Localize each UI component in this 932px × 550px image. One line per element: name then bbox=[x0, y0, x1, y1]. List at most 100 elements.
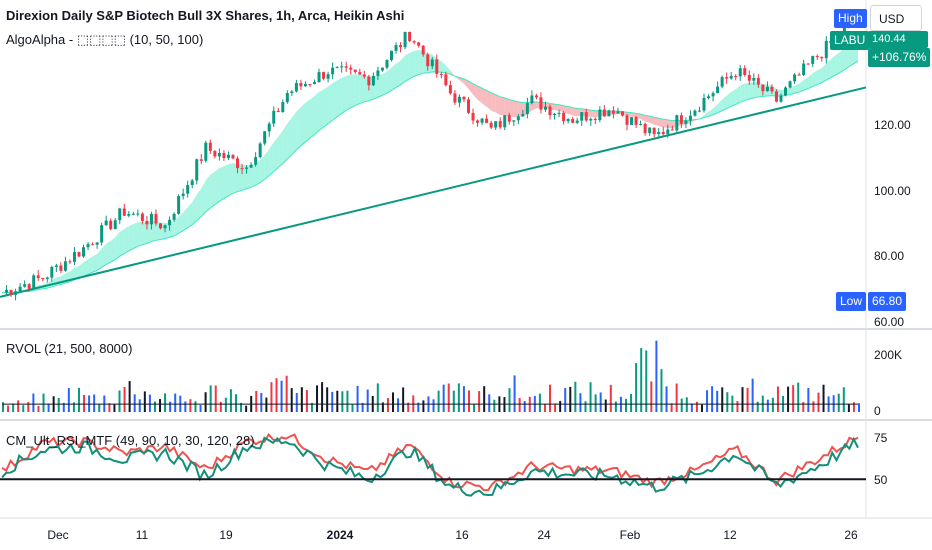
candle-body bbox=[249, 164, 253, 168]
ribbon-segment bbox=[251, 163, 256, 188]
ribbon-segment bbox=[242, 164, 247, 191]
rvol-bar bbox=[543, 404, 546, 412]
ribbon-segment bbox=[128, 224, 134, 251]
candle-body bbox=[462, 96, 466, 100]
candle-body bbox=[245, 167, 249, 169]
ribbon-segment bbox=[463, 78, 469, 89]
rvol-bars bbox=[2, 340, 860, 412]
rvol-bar bbox=[675, 383, 678, 412]
ribbon-segment bbox=[803, 77, 809, 91]
rvol-bar bbox=[771, 397, 774, 412]
rvol-bar bbox=[37, 405, 40, 412]
ribbon-segment bbox=[101, 243, 107, 268]
candle-body bbox=[566, 118, 570, 122]
candle-body bbox=[45, 277, 49, 279]
candle-body bbox=[403, 32, 407, 48]
rvol-bar bbox=[32, 393, 35, 412]
candle-body bbox=[711, 93, 715, 97]
ribbon-segment bbox=[740, 83, 745, 103]
ribbon-segment bbox=[106, 240, 111, 265]
rvol-bar bbox=[478, 391, 481, 412]
candle-body bbox=[226, 154, 230, 159]
ribbon-segment bbox=[717, 99, 723, 113]
ribbon-segment bbox=[219, 166, 224, 202]
candle-body bbox=[113, 220, 117, 230]
rvol-bar bbox=[72, 402, 75, 412]
ribbon-segment bbox=[287, 117, 292, 159]
rvol-bar bbox=[143, 391, 146, 412]
rvol-bar bbox=[295, 392, 298, 412]
candle-body bbox=[281, 102, 285, 112]
ribbon-segment bbox=[232, 163, 238, 194]
ribbon-segment bbox=[590, 110, 596, 118]
rvol-bar bbox=[847, 403, 850, 412]
last-price-tag: 140.44 bbox=[868, 31, 928, 48]
candle-body bbox=[697, 110, 701, 112]
candle-body bbox=[639, 123, 643, 125]
candle-body bbox=[589, 118, 593, 121]
ribbon-segment bbox=[663, 119, 668, 128]
candle-body bbox=[779, 95, 783, 102]
candle-body bbox=[480, 118, 484, 123]
indicator-legend-algoalpha[interactable]: AlgoAlpha - ⬚⬚⬚⬚ (10, 50, 100) bbox=[6, 32, 204, 47]
candle-body bbox=[190, 180, 194, 186]
rvol-bar bbox=[361, 402, 364, 412]
rvol-bar bbox=[118, 390, 121, 412]
candle-body bbox=[172, 213, 176, 220]
ribbon-segment bbox=[504, 97, 510, 117]
candle-body bbox=[358, 72, 362, 75]
currency-selector[interactable]: USD bbox=[870, 5, 922, 31]
ribbon-segment bbox=[142, 221, 147, 245]
candle-body bbox=[580, 112, 584, 121]
candle-body bbox=[104, 220, 108, 226]
candle-body bbox=[602, 109, 606, 117]
rvol-bar bbox=[169, 401, 172, 412]
rvol-bar bbox=[523, 401, 526, 412]
indicator-legend-rsi[interactable]: CM_Ult_RSI_MTF (49, 90, 10, 30, 120, 28) bbox=[6, 433, 255, 448]
candle-body bbox=[444, 74, 448, 86]
candle-body bbox=[756, 77, 760, 85]
candle-body bbox=[272, 110, 276, 124]
rvol-bar bbox=[716, 390, 719, 412]
candle-body bbox=[598, 109, 602, 121]
candle-body bbox=[702, 98, 706, 111]
ribbon-segment bbox=[228, 163, 233, 196]
candle-body bbox=[91, 244, 95, 246]
ribbon-segment bbox=[568, 106, 573, 116]
indicator-legend-rvol[interactable]: RVOL (21, 500, 8000) bbox=[6, 341, 133, 356]
candle-body bbox=[68, 261, 72, 263]
ribbon-segment bbox=[640, 114, 646, 122]
candle-body bbox=[258, 143, 262, 158]
ribbon-segment bbox=[645, 115, 650, 123]
rvol-bar bbox=[488, 394, 491, 412]
candle-body bbox=[630, 117, 634, 125]
rvol-bar bbox=[174, 393, 177, 412]
candle-body bbox=[539, 97, 543, 110]
candle-body bbox=[353, 69, 357, 73]
ribbon-segment bbox=[414, 49, 419, 77]
rvol-bar bbox=[635, 363, 638, 412]
chart-title: Direxion Daily S&P Biotech Bull 3X Share… bbox=[6, 8, 405, 23]
rvol-bar bbox=[756, 401, 759, 412]
rvol-bar bbox=[493, 399, 496, 412]
rvol-bar bbox=[721, 387, 724, 412]
ribbon-segment bbox=[513, 100, 519, 118]
rvol-bar bbox=[655, 340, 658, 412]
price-candles bbox=[5, 18, 860, 301]
ribbon-segment bbox=[309, 96, 315, 139]
candle-body bbox=[95, 242, 99, 245]
ribbon-segment bbox=[260, 154, 265, 183]
ribbon-segment bbox=[473, 83, 478, 100]
candle-body bbox=[620, 111, 624, 116]
candle-body bbox=[593, 118, 597, 121]
rvol-bar bbox=[214, 385, 217, 412]
rvol-bar bbox=[300, 387, 303, 412]
ribbon-segment bbox=[405, 52, 410, 82]
candle-body bbox=[761, 84, 765, 92]
rvol-bar bbox=[807, 387, 810, 412]
ribbon-segment bbox=[328, 83, 333, 124]
rvol-bar bbox=[402, 387, 405, 412]
ribbon-segment bbox=[744, 82, 750, 101]
ribbon-segment bbox=[314, 91, 320, 135]
